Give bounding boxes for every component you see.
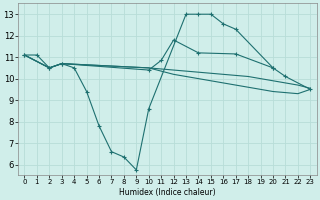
X-axis label: Humidex (Indice chaleur): Humidex (Indice chaleur) xyxy=(119,188,216,197)
